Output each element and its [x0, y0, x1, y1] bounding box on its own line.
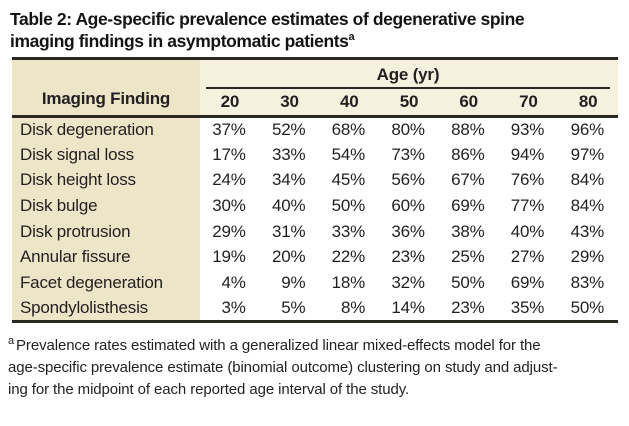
value-cell: 8% — [319, 295, 380, 322]
page: Table 2: Age-specific prevalence estimat… — [0, 8, 629, 426]
prevalence-table: Imaging Finding Age (yr) 20 30 40 50 60 … — [12, 57, 618, 323]
value-cell: 4% — [200, 270, 260, 296]
value-cell: 22% — [319, 244, 380, 271]
value-cell: 84% — [558, 193, 618, 219]
value-cell: 45% — [319, 167, 380, 194]
value-cell: 14% — [379, 295, 439, 322]
value-cell: 96% — [558, 116, 618, 143]
table-row-disk-bulge: Disk bulge 30% 40% 50% 60% 69% 77% 84% — [12, 193, 618, 219]
row-label: Disk protrusion — [12, 218, 200, 245]
row-label: Disk signal loss — [12, 142, 200, 168]
footnote: a Prevalence rates estimated with a gener… — [8, 335, 621, 401]
title-superscript: a — [348, 31, 355, 44]
title-line-1: Table 2: Age-specific prevalence estimat… — [10, 9, 525, 29]
footnote-line-2: age-specific prevalence estimate (binomi… — [8, 358, 558, 376]
value-cell: 31% — [259, 218, 320, 245]
value-cell: 17% — [200, 142, 260, 168]
value-cell: 50% — [319, 193, 380, 219]
value-cell: 5% — [259, 295, 320, 322]
value-cell: 50% — [558, 295, 618, 322]
value-cell: 30% — [200, 193, 260, 219]
value-cell: 80% — [379, 116, 439, 143]
age-column-header-40: 40 — [319, 88, 380, 118]
value-cell: 67% — [438, 167, 499, 194]
table-row-disk-height-loss: Disk height loss 24% 34% 45% 56% 67% 76%… — [12, 167, 618, 194]
value-cell: 33% — [259, 142, 320, 168]
value-cell: 86% — [438, 142, 499, 168]
table-body: Disk degeneration 37% 52% 68% 80% 88% 93… — [12, 116, 618, 322]
corner-header-imaging-finding: Imaging Finding — [12, 58, 200, 118]
value-cell: 35% — [498, 295, 559, 322]
footnote-marker: a — [8, 334, 15, 347]
value-cell: 38% — [438, 218, 499, 245]
value-cell: 32% — [379, 270, 439, 296]
value-cell: 27% — [498, 244, 559, 271]
value-cell: 93% — [498, 116, 559, 143]
value-cell: 68% — [319, 116, 380, 143]
row-label: Spondylolisthesis — [12, 295, 200, 322]
table-title: Table 2: Age-specific prevalence estimat… — [10, 8, 619, 52]
value-cell: 19% — [200, 244, 260, 271]
age-group-header: Age (yr) — [200, 58, 618, 89]
value-cell: 3% — [200, 295, 260, 322]
value-cell: 9% — [259, 270, 320, 296]
table-row-annular-fissure: Annular fissure 19% 20% 22% 23% 25% 27% … — [12, 244, 618, 271]
table-row-disk-protrusion: Disk protrusion 29% 31% 33% 36% 38% 40% … — [12, 218, 618, 245]
footnote-line-3: ing for the midpoint of each reported ag… — [8, 380, 410, 398]
age-column-header-50: 50 — [379, 88, 439, 118]
table-row-disk-signal-loss: Disk signal loss 17% 33% 54% 73% 86% 94%… — [12, 142, 618, 168]
age-column-header-20: 20 — [200, 88, 260, 118]
value-cell: 88% — [438, 116, 499, 143]
age-group-label: Age (yr) — [206, 65, 610, 89]
value-cell: 36% — [379, 218, 439, 245]
row-label: Disk bulge — [12, 193, 200, 219]
value-cell: 84% — [558, 167, 618, 194]
value-cell: 50% — [438, 270, 499, 296]
footnote-line-1: a Prevalence rates estimated with a gener… — [8, 334, 541, 354]
table-row-spondylolisthesis: Spondylolisthesis 3% 5% 8% 14% 23% 35% 5… — [12, 295, 618, 322]
value-cell: 33% — [319, 218, 380, 245]
value-cell: 40% — [498, 218, 559, 245]
title-line-2: imaging findings in asymptomatic patient… — [10, 31, 355, 51]
row-label: Annular fissure — [12, 244, 200, 271]
value-cell: 43% — [558, 218, 618, 245]
value-cell: 69% — [498, 270, 559, 296]
value-cell: 56% — [379, 167, 439, 194]
value-cell: 73% — [379, 142, 439, 168]
value-cell: 34% — [259, 167, 320, 194]
row-label: Facet degeneration — [12, 270, 200, 296]
value-cell: 40% — [259, 193, 320, 219]
age-group-row: Imaging Finding Age (yr) — [12, 58, 618, 118]
age-column-header-80: 80 — [558, 88, 618, 118]
value-cell: 23% — [379, 244, 439, 271]
age-columns-row: 20 30 40 50 60 70 80 — [12, 88, 618, 118]
table-row-disk-degeneration: Disk degeneration 37% 52% 68% 80% 88% 93… — [12, 116, 618, 143]
value-cell: 29% — [558, 244, 618, 271]
value-cell: 76% — [498, 167, 559, 194]
table-row-facet-degeneration: Facet degeneration 4% 9% 18% 32% 50% 69%… — [12, 270, 618, 296]
value-cell: 24% — [200, 167, 260, 194]
row-label: Disk height loss — [12, 167, 200, 194]
value-cell: 25% — [438, 244, 499, 271]
value-cell: 94% — [498, 142, 559, 168]
value-cell: 83% — [558, 270, 618, 296]
table-header: Imaging Finding Age (yr) 20 30 40 50 60 … — [12, 58, 618, 118]
value-cell: 52% — [259, 116, 320, 143]
value-cell: 23% — [438, 295, 499, 322]
value-cell: 29% — [200, 218, 260, 245]
value-cell: 69% — [438, 193, 499, 219]
value-cell: 37% — [200, 116, 260, 143]
value-cell: 18% — [319, 270, 380, 296]
value-cell: 77% — [498, 193, 559, 219]
value-cell: 97% — [558, 142, 618, 168]
row-label: Disk degeneration — [12, 116, 200, 143]
value-cell: 60% — [379, 193, 439, 219]
value-cell: 20% — [259, 244, 320, 271]
value-cell: 54% — [319, 142, 380, 168]
age-column-header-30: 30 — [259, 88, 320, 118]
age-column-header-70: 70 — [498, 88, 559, 118]
age-column-header-60: 60 — [438, 88, 499, 118]
